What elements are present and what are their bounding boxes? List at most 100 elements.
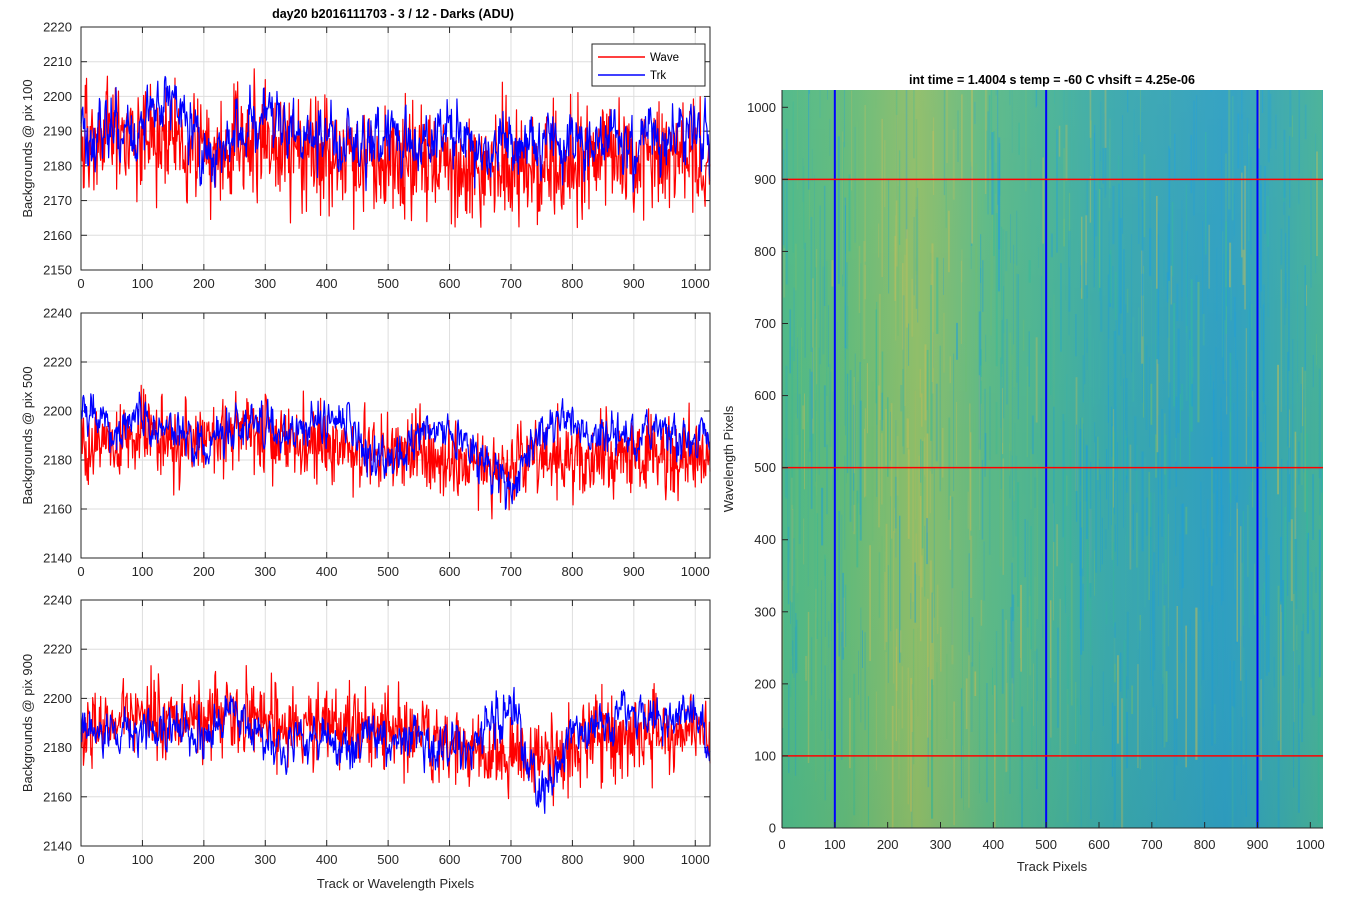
legend-label-trk: Trk bbox=[650, 70, 666, 82]
y-tick-label: 200 bbox=[754, 676, 776, 691]
heatmap-marker-lines bbox=[782, 90, 1323, 828]
panel-pix-500: 0 100 200 300 400 500 600 700 800 900 1000 2140 2160… bbox=[20, 306, 711, 579]
heatmap-ylabel: Wavelength Pixels bbox=[721, 405, 736, 512]
y-tick-label: 2150 bbox=[43, 263, 72, 278]
y-tick-label: 2180 bbox=[43, 740, 72, 755]
y-tick-label: 2190 bbox=[43, 124, 72, 139]
x-tick-label: 600 bbox=[439, 564, 461, 579]
x-tick-label: 700 bbox=[500, 564, 522, 579]
x-tick-label: 900 bbox=[623, 852, 645, 867]
x-tick-label: 300 bbox=[254, 564, 276, 579]
heatmap-panel: int time = 1.4004 s temp = -60 C vhsift … bbox=[721, 50, 1325, 874]
series-line-wave bbox=[80, 384, 711, 520]
x-tick-label: 200 bbox=[193, 276, 215, 291]
y-axis-label: Backgrounds @ pix 500 bbox=[20, 366, 35, 504]
heatmap-streak bbox=[1210, 90, 1213, 92]
series-line-trk bbox=[80, 391, 711, 510]
y-tick-label: 100 bbox=[754, 748, 776, 763]
axes-frame bbox=[80, 312, 711, 559]
y-tick-label: 300 bbox=[754, 604, 776, 619]
y-tick-label: 2170 bbox=[43, 193, 72, 208]
x-tick-label: 600 bbox=[1088, 837, 1110, 852]
y-tick-label: 2200 bbox=[43, 404, 72, 419]
series-line-wave bbox=[80, 68, 711, 230]
x-tick-label: 300 bbox=[254, 852, 276, 867]
x-tick-label: 100 bbox=[824, 837, 846, 852]
x-tick-label: 300 bbox=[930, 837, 952, 852]
panel-pix-900: 0 100 200 300 400 500 600 700 800 900 1000 2140 2160… bbox=[20, 593, 711, 891]
y-tick-label: 800 bbox=[754, 244, 776, 259]
y-tick-label: 2160 bbox=[43, 502, 72, 517]
axes-frame bbox=[80, 599, 711, 847]
y-tick-label: 2160 bbox=[43, 789, 72, 804]
heatmap-title: int time = 1.4004 s temp = -60 C vhsift … bbox=[909, 73, 1195, 87]
y-tick-label: 500 bbox=[754, 460, 776, 475]
x-tick-label: 700 bbox=[500, 276, 522, 291]
x-tick-label: 300 bbox=[254, 276, 276, 291]
panel-pix-100: 0 100 200 300 400 500 600 700 800 900 1000 2150 2160… bbox=[20, 20, 711, 291]
x-tick-label: 900 bbox=[623, 564, 645, 579]
y-tick-label: 2240 bbox=[43, 593, 72, 608]
y-tick-label: 700 bbox=[754, 316, 776, 331]
y-tick-label: 0 bbox=[769, 821, 776, 836]
x-tick-label: 1000 bbox=[681, 276, 710, 291]
x-tick-label: 600 bbox=[439, 276, 461, 291]
x-tick-label: 800 bbox=[562, 276, 584, 291]
x-tick-label: 0 bbox=[77, 852, 84, 867]
y-tick-label: 600 bbox=[754, 388, 776, 403]
y-axis-label: Backgrounds @ pix 900 bbox=[20, 654, 35, 792]
y-tick-label: 2160 bbox=[43, 228, 72, 243]
x-tick-label: 500 bbox=[377, 852, 399, 867]
y-tick-label: 400 bbox=[754, 532, 776, 547]
heatmap-xlabel: Track Pixels bbox=[1017, 859, 1088, 874]
x-tick-label: 0 bbox=[778, 837, 785, 852]
y-tick-label: 2140 bbox=[43, 839, 72, 854]
x-tick-label: 1000 bbox=[1296, 837, 1325, 852]
y-tick-label: 2220 bbox=[43, 20, 72, 35]
x-tick-label: 400 bbox=[982, 837, 1004, 852]
x-tick-label: 1000 bbox=[681, 852, 710, 867]
y-tick-label: 2210 bbox=[43, 54, 72, 69]
heatmap-axes: 0 100 200 300 400 500 600 700 800 900 1000 0 100 200 3… bbox=[747, 90, 1325, 852]
y-tick-label: 2220 bbox=[43, 355, 72, 370]
series-line-trk bbox=[80, 686, 711, 814]
y-axis-label: Backgrounds @ pix 100 bbox=[20, 79, 35, 217]
x-tick-label: 400 bbox=[316, 852, 338, 867]
x-tick-label: 500 bbox=[377, 564, 399, 579]
x-tick-label: 600 bbox=[439, 852, 461, 867]
x-tick-label: 800 bbox=[1194, 837, 1216, 852]
x-tick-label: 500 bbox=[1035, 837, 1057, 852]
x-tick-label: 100 bbox=[132, 852, 154, 867]
heatmap-shade bbox=[782, 90, 1323, 828]
legend: Wave Trk bbox=[591, 43, 706, 87]
y-tick-label: 2180 bbox=[43, 453, 72, 468]
x-tick-label: 500 bbox=[377, 276, 399, 291]
x-tick-label: 700 bbox=[500, 852, 522, 867]
y-tick-label: 2200 bbox=[43, 691, 72, 706]
y-tick-label: 2140 bbox=[43, 551, 72, 566]
y-tick-label: 2200 bbox=[43, 89, 72, 104]
heatmap-streak bbox=[1133, 52, 1134, 75]
series-line-trk bbox=[80, 75, 711, 193]
x-tick-label: 800 bbox=[562, 852, 584, 867]
x-tick-label: 400 bbox=[316, 564, 338, 579]
x-tick-label: 900 bbox=[1247, 837, 1269, 852]
x-tick-label: 100 bbox=[132, 564, 154, 579]
x-tick-label: 400 bbox=[316, 276, 338, 291]
y-tick-label: 2240 bbox=[43, 306, 72, 321]
y-tick-label: 1000 bbox=[747, 100, 776, 115]
x-tick-label: 800 bbox=[562, 564, 584, 579]
heatmap-streak bbox=[1021, 50, 1022, 75]
x-tick-label: 0 bbox=[77, 564, 84, 579]
x-tick-label: 100 bbox=[132, 276, 154, 291]
figure-title: day20 b2016111703 - 3 / 12 - Darks (ADU) bbox=[272, 7, 514, 21]
x-axis-label: Track or Wavelength Pixels bbox=[317, 876, 475, 891]
legend-box bbox=[591, 43, 706, 87]
x-tick-label: 1000 bbox=[681, 564, 710, 579]
x-tick-label: 200 bbox=[877, 837, 899, 852]
x-tick-label: 0 bbox=[77, 276, 84, 291]
y-tick-label: 2220 bbox=[43, 642, 72, 657]
x-tick-label: 700 bbox=[1141, 837, 1163, 852]
y-tick-label: 900 bbox=[754, 172, 776, 187]
